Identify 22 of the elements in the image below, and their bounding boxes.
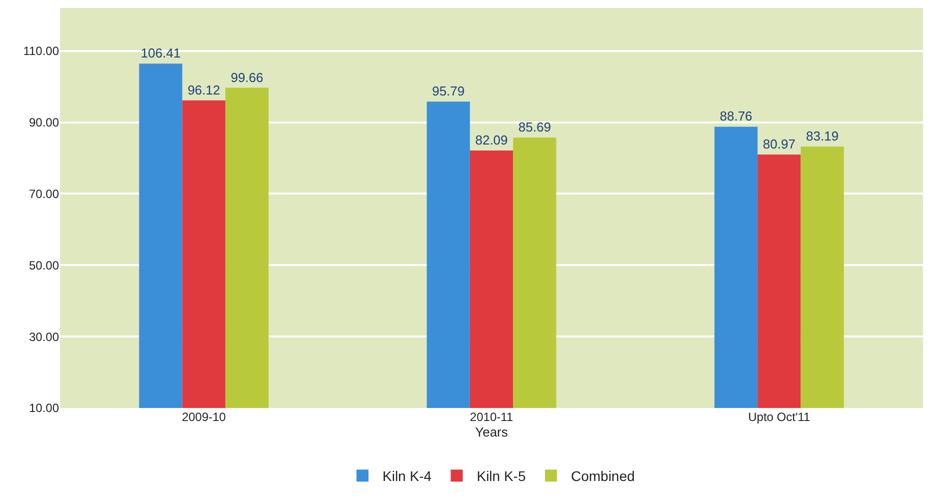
data-label: 95.79 [432,84,465,99]
y-tick-label: 50.00 [28,258,60,272]
y-tick-label: 90.00 [28,115,60,130]
data-label: 88.76 [720,108,752,124]
data-label: 83.19 [806,128,839,144]
data-label: 80.97 [762,136,796,152]
legend-label: Combined [570,468,635,484]
data-label: 96.12 [188,82,220,98]
data-label: 85.69 [518,120,551,135]
y-tick-label: 110.00 [23,44,60,58]
legend-label: Kiln K-4 [382,468,432,484]
legend-label: Kiln K-5 [476,468,526,484]
y-tick-label: 30.00 [28,330,60,344]
x-tick-label: 2009-10 [182,410,226,424]
x-tick-label: Upto Oct'11 [748,410,811,424]
y-tick-label: 10.00 [28,401,60,416]
x-axis-title: Years [475,424,508,440]
x-tick-label: 2010-11 [470,410,514,424]
data-label: 82.09 [475,132,508,148]
data-label: 99.66 [230,70,264,85]
data-label: 106.41 [140,46,181,61]
y-tick-label: 70.00 [28,186,60,201]
